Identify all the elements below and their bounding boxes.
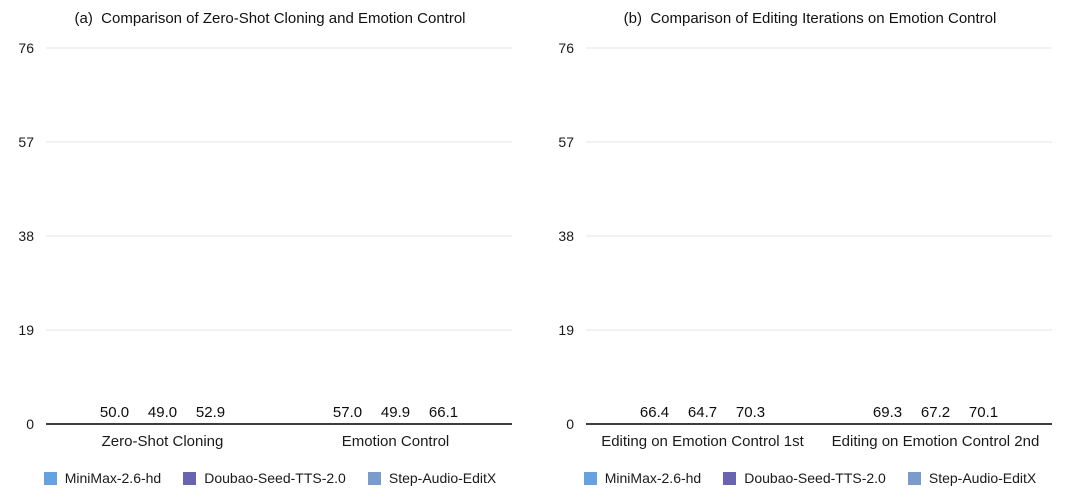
gridline [46,141,512,143]
bar-value-label: 66.1 [428,404,459,421]
y-tick-label: 0 [566,416,574,432]
bar-value-label: 70.1 [968,404,999,421]
legend-label: Step-Audio-EditX [388,470,497,486]
x-axis-line [586,423,1052,425]
bar-value-label: 49.9 [380,404,411,421]
x-axis-labels-a: Zero-Shot Cloning Emotion Control [46,433,512,451]
plot-area-b: 0 19 38 57 76 66.4 64.7 70.3 69.3 67.2 70.1 [558,41,1052,431]
legend-swatch-icon [43,471,57,485]
legend-swatch-icon [367,471,381,485]
y-tick-label: 57 [18,134,34,150]
bar-value-label: 57.0 [332,404,363,421]
legend-swatch-icon [907,471,921,485]
legend-a: MiniMax-2.6-hd Doubao-Seed-TTS-2.0 Step-Au… [0,470,540,486]
legend-swatch-icon [723,471,737,485]
chart-panel-b: (b) Comparison of Editing Iterations on … [540,0,1080,497]
gridline [46,329,512,331]
y-tick-label: 0 [26,416,34,432]
x-category-label: Zero-Shot Cloning [101,433,224,450]
x-axis-line [46,423,512,425]
y-tick-label: 76 [558,40,574,56]
y-tick-label: 19 [18,322,34,338]
bar-value-label: 49.0 [147,404,178,421]
chart-title-b: (b) Comparison of Editing Iterations on … [623,10,997,27]
x-axis-labels-b: Editing on Emotion Control 1st Editing on… [586,433,1052,451]
legend-item-minimax-2-6-hd: MiniMax-2.6-hd [583,470,702,486]
x-category-label: Editing on Emotion Control 1st [601,433,804,450]
legend-label: MiniMax-2.6-hd [604,470,702,486]
chart-title-a: (a) Comparison of Zero-Shot Cloning and … [74,10,466,27]
bar-value-label: 50.0 [99,404,130,421]
legend-label: MiniMax-2.6-hd [64,470,162,486]
gridline [46,47,512,49]
legend-item-minimax-2-6-hd: MiniMax-2.6-hd [43,470,162,486]
legend-item-step-audio-editx: Step-Audio-EditX [907,470,1037,486]
legend-b: MiniMax-2.6-hd Doubao-Seed-TTS-2.0 Step-Au… [540,470,1080,486]
gridline [586,47,1052,49]
legend-item-step-audio-editx: Step-Audio-EditX [367,470,497,486]
legend-item-doubao-seed-tts-2-0: Doubao-Seed-TTS-2.0 [723,470,886,486]
y-tick-label: 38 [558,228,574,244]
gridline [46,235,512,237]
bar-value-label: 66.4 [639,404,670,421]
plot-area-a: 0 19 38 57 76 50.0 49.0 52.9 57.0 49.9 66.1 [18,41,512,431]
legend-item-doubao-seed-tts-2-0: Doubao-Seed-TTS-2.0 [183,470,346,486]
legend-label: Doubao-Seed-TTS-2.0 [204,470,346,486]
legend-label: Step-Audio-EditX [928,470,1037,486]
bar-value-label: 70.3 [735,404,766,421]
y-tick-label: 76 [18,40,34,56]
x-category-label: Emotion Control [341,433,450,450]
bar-value-label: 64.7 [687,404,718,421]
legend-swatch-icon [583,471,597,485]
bar-value-label: 69.3 [872,404,903,421]
gridline [586,235,1052,237]
bar-value-label: 52.9 [195,404,226,421]
legend-swatch-icon [183,471,197,485]
bar-value-label: 67.2 [920,404,951,421]
legend-label: Doubao-Seed-TTS-2.0 [744,470,886,486]
x-category-label: Editing on Emotion Control 2nd [831,433,1040,450]
gridline [586,329,1052,331]
y-tick-label: 19 [558,322,574,338]
chart-panel-a: (a) Comparison of Zero-Shot Cloning and … [0,10,540,486]
y-tick-label: 57 [558,134,574,150]
y-tick-label: 38 [18,228,34,244]
gridline [586,141,1052,143]
